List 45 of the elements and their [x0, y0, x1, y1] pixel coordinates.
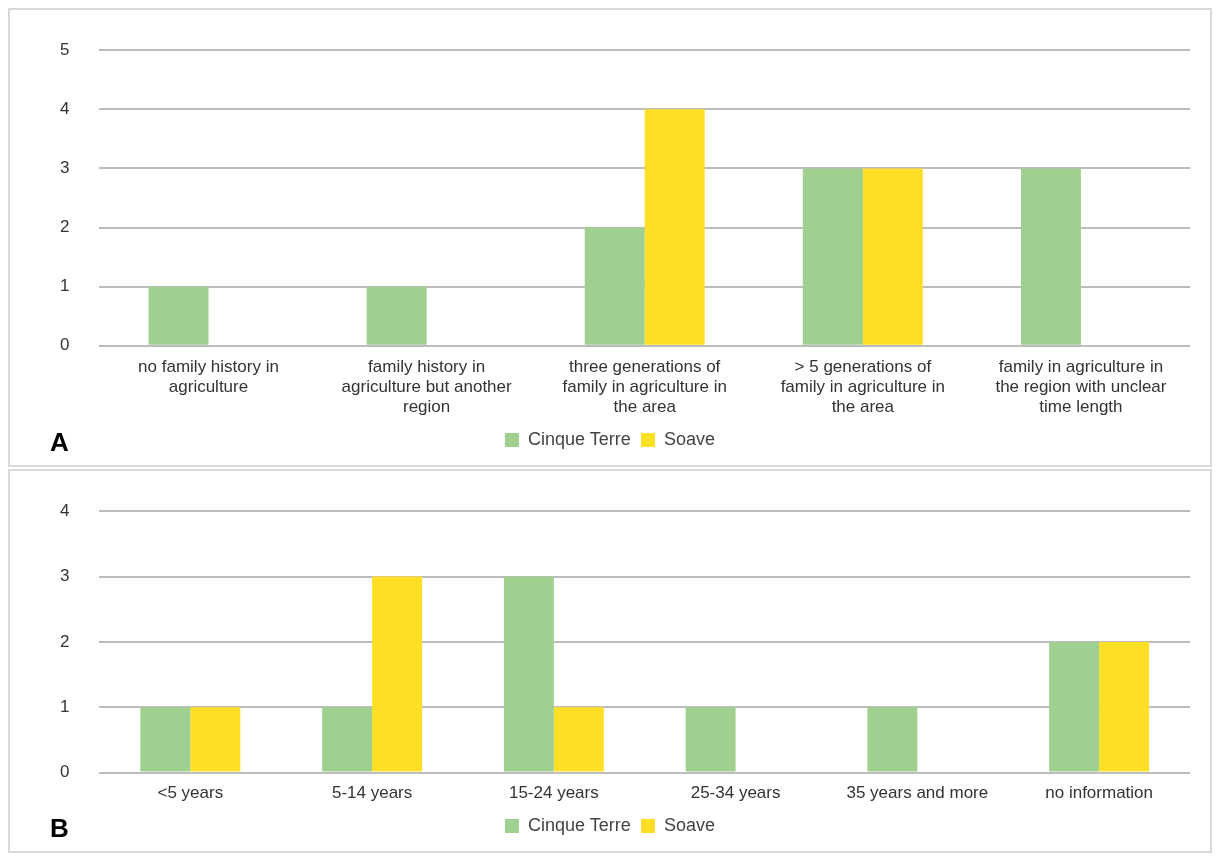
bar: [148, 286, 209, 345]
x-tick-label: 15-24 years: [508, 783, 599, 803]
y-tick-label: 5: [59, 39, 70, 59]
y-tick-label: 0: [59, 335, 70, 355]
bar: [1049, 641, 1100, 772]
bar: [802, 168, 863, 345]
y-tick-label: 1: [59, 276, 70, 296]
legend-label: Soave: [664, 428, 716, 449]
x-tick-label: > 5 generations of family in agriculture in the area: [780, 356, 946, 417]
y-tick-label: 1: [59, 696, 70, 716]
bar: [553, 707, 604, 772]
bar: [584, 227, 645, 345]
bar: [1020, 168, 1081, 345]
legend-label: Soave: [664, 814, 716, 835]
x-tick-label: no family history in agriculture: [138, 356, 279, 397]
bar: [503, 576, 554, 772]
x-tick-label: no information: [1045, 783, 1153, 803]
legend-label: Cinque Terre: [527, 428, 631, 449]
x-tick-label: <5 years: [157, 783, 224, 803]
bar: [322, 707, 373, 772]
x-tick-label: family in agriculture in the region with unclear time length: [995, 356, 1167, 417]
legend-label: Cinque Terre: [527, 814, 631, 835]
y-tick-label: 2: [59, 631, 70, 651]
x-tick-label: family history in agriculture but another region: [341, 356, 513, 417]
text: B: [50, 813, 69, 844]
y-tick-label: 3: [59, 566, 70, 586]
bar: [372, 576, 423, 772]
x-tick-label: 35 years and more: [846, 783, 989, 803]
bar: [685, 707, 736, 772]
bar: [867, 707, 918, 772]
bar: [140, 707, 191, 772]
bar: [190, 707, 241, 772]
bar: [862, 168, 923, 345]
bar: [1099, 641, 1150, 772]
y-tick-label: 0: [59, 762, 70, 782]
x-tick-label: three generations of family in agriculture in the area: [562, 356, 727, 417]
bar: [644, 109, 705, 345]
y-tick-label: 4: [59, 99, 70, 119]
x-tick-label: 5-14 years: [331, 783, 413, 803]
y-tick-label: 2: [59, 217, 70, 237]
x-tick-label: 25-34 years: [690, 783, 781, 803]
y-tick-label: 4: [59, 500, 70, 520]
bar: [366, 286, 427, 345]
y-tick-label: 3: [59, 158, 70, 178]
text: A: [50, 427, 69, 458]
